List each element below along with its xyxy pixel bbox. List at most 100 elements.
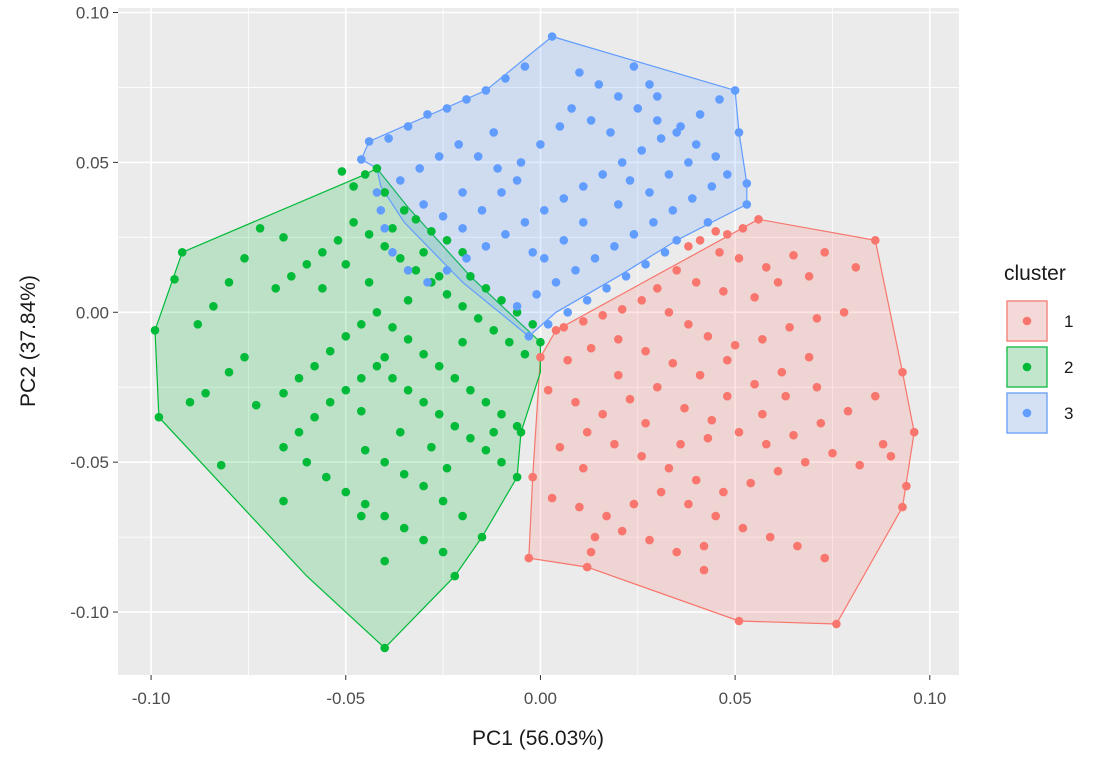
cluster-2-point (240, 352, 249, 362)
cluster-3-point (579, 182, 588, 191)
cluster-1-point (672, 266, 681, 275)
cluster-1-point (524, 553, 534, 563)
cluster-2-point (450, 373, 460, 383)
cluster-1-point (804, 352, 814, 362)
cluster-1-point (738, 523, 748, 533)
cluster-2-point (466, 385, 475, 395)
cluster-1-point (909, 427, 919, 437)
cluster-2-point (302, 457, 312, 467)
cluster-3-point (532, 290, 541, 299)
cluster-3-point (516, 158, 526, 167)
cluster-1-point (750, 379, 759, 389)
cluster-3-point (660, 248, 670, 257)
cluster-2-point (279, 442, 288, 452)
cluster-3-point (645, 80, 654, 89)
cluster-1-point (734, 253, 744, 263)
cluster-2-point (322, 472, 331, 482)
cluster-1-point (680, 403, 689, 413)
cluster-3-point (664, 170, 674, 179)
cluster-3-point (524, 332, 534, 341)
cluster-2-point (372, 308, 382, 317)
cluster-2-point (536, 337, 545, 347)
cluster-2-point (302, 260, 312, 269)
cluster-2-point (497, 409, 506, 419)
cluster-2-point (399, 206, 409, 215)
cluster-1-point (691, 278, 701, 287)
cluster-1-point (762, 439, 771, 449)
cluster-3-point (458, 224, 467, 233)
x-tick-label: -0.05 (326, 689, 365, 708)
cluster-1-point (785, 323, 794, 332)
cluster-2-point (380, 457, 390, 467)
cluster-1-point (750, 293, 759, 302)
cluster-2-point (388, 224, 397, 233)
cluster-3-point (590, 253, 600, 263)
cluster-3-point (442, 104, 452, 113)
cluster-2-hull (154, 167, 542, 649)
cluster-3-point (672, 128, 681, 137)
cluster-1-point (898, 367, 907, 377)
data-points (150, 32, 919, 653)
cluster-3-point (388, 248, 397, 257)
cluster-2-point (364, 230, 374, 239)
cluster-2-point (216, 460, 226, 470)
cluster-2-point (481, 397, 491, 407)
cluster-2-point (481, 445, 491, 455)
cluster-3-point (629, 230, 639, 239)
cluster-3-point (734, 128, 744, 137)
cluster-3-point (415, 164, 425, 173)
cluster-3-point (477, 206, 487, 215)
cluster-2-point (357, 373, 366, 383)
cluster-2-point (372, 361, 382, 371)
cluster-1-point (699, 565, 709, 575)
cluster-2-point (388, 323, 397, 332)
cluster-1-point (723, 355, 732, 365)
cluster-1-point (832, 619, 841, 629)
cluster-1-point (684, 499, 693, 509)
cluster-1-point (793, 541, 802, 551)
cluster-1-point (695, 236, 705, 245)
cluster-3-point (625, 176, 635, 185)
cluster-3-point (559, 194, 569, 203)
cluster-2-point (434, 272, 444, 281)
cluster-1-point (582, 562, 592, 572)
cluster-3-point (621, 272, 631, 281)
cluster-2-point (481, 284, 491, 293)
cluster-1-point (637, 296, 646, 305)
cluster-3-point (493, 164, 502, 173)
cluster-2-point (419, 397, 428, 407)
cluster-3-point (637, 146, 646, 155)
cluster-1-point (765, 532, 775, 542)
cluster-3-point (423, 110, 432, 119)
cluster-2-point (170, 275, 179, 284)
cluster-1-point (902, 481, 911, 491)
cluster-2-point (177, 248, 187, 257)
cluster-2-point (497, 296, 506, 305)
cluster-1-point (773, 466, 783, 476)
cluster-1-point (586, 547, 596, 557)
cluster-2-point (403, 385, 413, 395)
cluster-2-point (516, 427, 526, 437)
cluster-2-point (380, 352, 390, 362)
cluster-1-point (590, 532, 600, 542)
cluster-3-point (684, 158, 693, 167)
cluster-3-point (563, 308, 572, 317)
legend-label-3: 3 (1064, 404, 1073, 423)
cluster-3-point (372, 188, 382, 197)
legend-label-2: 2 (1064, 358, 1073, 377)
cluster-1-point (656, 487, 666, 497)
cluster-1-point (684, 320, 693, 329)
cluster-1-point (684, 242, 693, 251)
cluster-3-point (707, 182, 717, 191)
cluster-2-point (427, 442, 436, 452)
x-tick-label: 0.05 (719, 689, 752, 708)
cluster-2-point (442, 290, 452, 299)
cluster-3-point (653, 116, 662, 125)
cluster-1-point (781, 391, 790, 401)
cluster-3-point (489, 128, 499, 137)
cluster-3-point (540, 253, 549, 263)
cluster-2-point (380, 511, 390, 521)
cluster-2-point (380, 643, 390, 653)
cluster-1-point (579, 463, 588, 473)
cluster-1-point (758, 409, 767, 419)
